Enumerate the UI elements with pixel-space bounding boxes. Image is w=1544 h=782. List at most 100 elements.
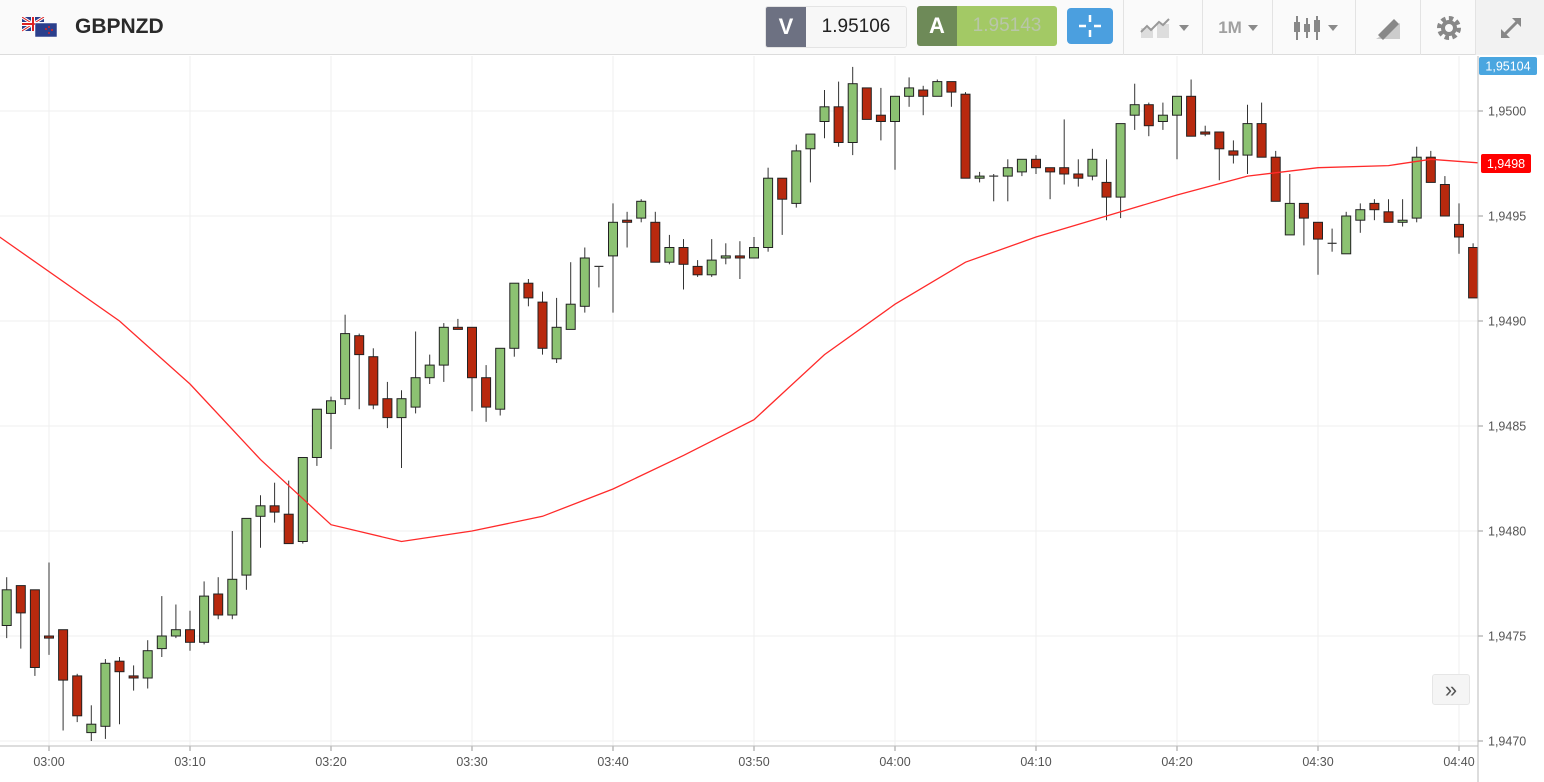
candle-body [1256, 123, 1267, 158]
candle [608, 203, 618, 313]
candle-body [199, 595, 210, 643]
candle-body [1313, 221, 1323, 240]
indicators-button[interactable] [1123, 0, 1203, 55]
candle-body [777, 177, 788, 200]
y-tick-label: 1,9485 [1488, 420, 1526, 434]
candle [918, 85, 929, 116]
candle-body [904, 87, 915, 97]
candle-body [1383, 211, 1394, 223]
axes: 1,9500 1,9495 1,9490 1,9485 1,9480 1,9475 1,94… [0, 56, 1537, 782]
candle [650, 211, 661, 263]
candle [1073, 159, 1084, 187]
plot-area [0, 56, 1478, 746]
candle [1200, 125, 1211, 137]
candle [156, 596, 167, 657]
candle-body [283, 513, 294, 545]
candle-body [1115, 123, 1126, 198]
y-tick-label: 1,9480 [1488, 525, 1526, 539]
candle-body [1439, 184, 1450, 217]
candle-body [1397, 219, 1408, 223]
candle-body [734, 255, 745, 259]
candle [932, 79, 943, 97]
candle [1468, 243, 1478, 299]
candle [565, 262, 576, 330]
candle-body [340, 333, 351, 400]
candle [114, 657, 125, 725]
candle-body [114, 660, 125, 673]
candle-body [15, 585, 26, 614]
candle [1115, 123, 1126, 219]
candle-body [100, 662, 111, 727]
candle [382, 381, 393, 429]
candle [636, 199, 647, 223]
grid [0, 56, 1478, 746]
buy-button[interactable]: A 1.95143 [917, 6, 1057, 46]
candle [1341, 211, 1352, 255]
y-tick-label: 1,9475 [1488, 630, 1526, 644]
candle [1002, 159, 1013, 202]
indicators-icon [1139, 17, 1170, 38]
candle-body [960, 93, 971, 179]
crosshair-button[interactable] [1067, 8, 1113, 44]
candle [1214, 131, 1225, 181]
candle [185, 610, 195, 651]
chevron-down-icon [1247, 24, 1258, 31]
candle [579, 247, 590, 313]
candle-body [819, 106, 830, 123]
candle-body [29, 589, 40, 668]
candle [749, 237, 759, 259]
chart-type-button[interactable] [1272, 0, 1356, 55]
candle-body [509, 282, 520, 349]
flag-gb-nz-icon [22, 17, 58, 37]
candle-body [1242, 123, 1253, 156]
candle [1157, 102, 1168, 130]
candle-body [396, 398, 407, 419]
x-tick-label: 04:30 [1302, 755, 1333, 769]
candle [1313, 221, 1323, 275]
candle [481, 365, 492, 422]
candle-body [1073, 173, 1084, 179]
candle [875, 87, 886, 141]
candle-body [749, 247, 759, 259]
candle-body [622, 219, 633, 223]
candle [199, 581, 210, 645]
settings-button[interactable] [1420, 0, 1476, 55]
toolbar: GBPNZD V 1.95106 A 1.95143 1M [0, 0, 1544, 55]
y-tick-label: 1,9495 [1488, 210, 1526, 224]
candle-body [1214, 131, 1225, 150]
scroll-to-latest-button[interactable]: » [1432, 674, 1470, 705]
candle [72, 673, 83, 723]
candle [213, 577, 224, 620]
candle [326, 396, 336, 450]
candle-body [142, 650, 153, 679]
candle [354, 333, 365, 410]
candle [1, 577, 12, 639]
drawing-tools-button[interactable] [1355, 0, 1421, 55]
candle [311, 408, 322, 466]
candle-body [1172, 95, 1182, 116]
candle [819, 90, 830, 139]
candle [1298, 202, 1309, 246]
candle [29, 589, 40, 676]
fullscreen-button[interactable] [1475, 0, 1544, 55]
sell-button[interactable]: V 1.95106 [765, 6, 907, 48]
candle [100, 659, 111, 739]
candle-body [1087, 158, 1098, 177]
timeframe-dropdown[interactable]: 1M [1202, 0, 1273, 55]
candle-body [763, 177, 774, 248]
candle [424, 354, 435, 384]
candle [340, 314, 351, 405]
candle [1355, 203, 1366, 233]
candle-body [382, 398, 393, 419]
candle [1425, 150, 1436, 183]
candle-body [861, 87, 872, 120]
candle [1228, 140, 1239, 164]
candle [128, 665, 139, 691]
candle-body [410, 377, 421, 408]
candle [734, 241, 745, 279]
candle-body [1143, 104, 1154, 127]
candle [1369, 199, 1380, 221]
candle-body [847, 83, 858, 143]
candle [720, 243, 731, 265]
